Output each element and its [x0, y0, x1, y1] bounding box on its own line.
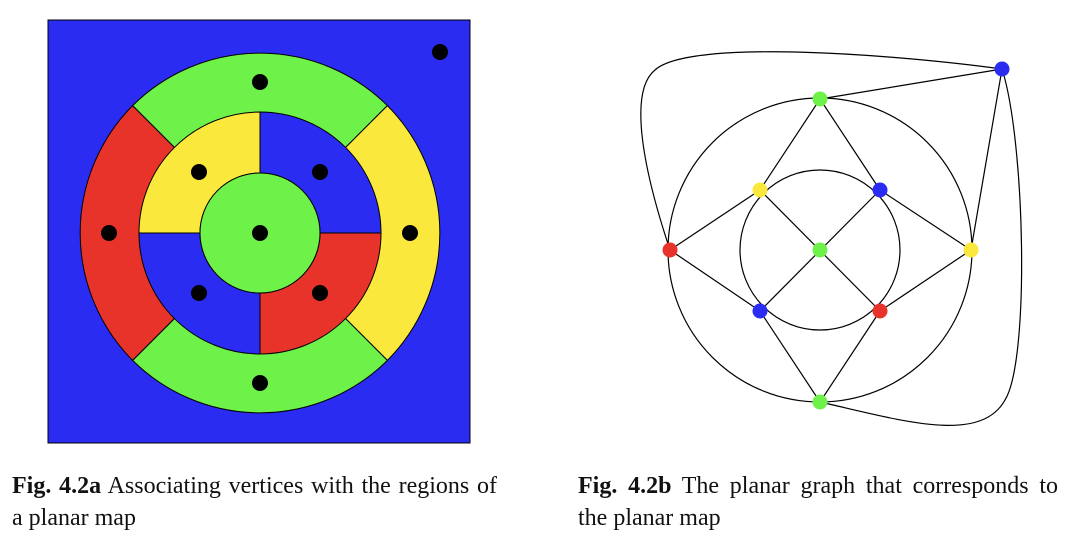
caption-label: Fig. 4.2a [12, 473, 102, 499]
graph-vertex-inner-top-right [872, 182, 888, 198]
graph-edge [879, 249, 972, 312]
vertex-dot [191, 285, 207, 301]
vertex-dot [252, 74, 268, 90]
graph-edge [669, 189, 761, 251]
caption-label: Fig. 4.2b [578, 473, 672, 499]
graph-vertex-ring-right [963, 242, 979, 258]
graph-vertex-inner-bottom-left [752, 303, 768, 319]
graph-vertex-ring-left [662, 242, 678, 258]
vertex-dot [191, 164, 207, 180]
graph-edge [819, 310, 881, 403]
graph-vertex-center [812, 242, 828, 258]
vertex-dot [252, 375, 268, 391]
graph-edge-circle-inner [739, 169, 901, 331]
vertex-dot [312, 164, 328, 180]
graph-edge [819, 68, 1003, 100]
caption-fig-4-2a: Fig. 4.2a Associating vertices with the … [12, 470, 497, 534]
vertex-dot [432, 44, 448, 60]
graph-vertex-ring-bottom [812, 394, 828, 410]
caption-fig-4-2b: Fig. 4.2b The planar graph that correspo… [578, 470, 1058, 534]
vertex-dot [101, 225, 117, 241]
caption-text: Associating vertices with the regions of… [12, 473, 498, 531]
graph-edge [970, 68, 1003, 251]
vertex-dot [402, 225, 418, 241]
graph-edge [819, 98, 881, 191]
graph-edge [669, 249, 761, 312]
graph-edge [819, 68, 1023, 426]
vertex-dot [252, 225, 268, 241]
graph-edge [879, 189, 972, 251]
graph-edge [759, 98, 821, 191]
graph-vertex-ring-top [812, 91, 828, 107]
graph-vertex-outer [994, 61, 1010, 77]
graph-vertex-inner-top-left [752, 182, 768, 198]
planar-map-figure [47, 19, 471, 444]
graph-edge [640, 51, 1003, 251]
vertex-dot [312, 285, 328, 301]
graph-vertex-inner-bottom-right [872, 303, 888, 319]
graph-edge [759, 310, 821, 403]
caption-text: The planar graph that corresponds to the… [578, 473, 1058, 531]
planar-graph-figure [640, 51, 1023, 426]
